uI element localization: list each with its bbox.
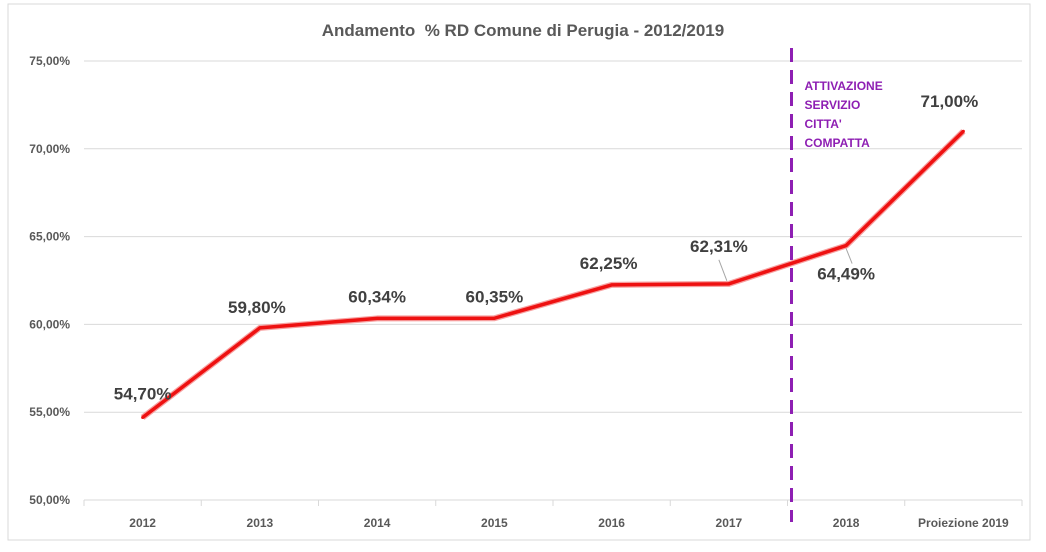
x-tick-label: 2018: [833, 516, 860, 530]
data-label: 62,31%: [690, 237, 748, 256]
data-label: 60,35%: [466, 287, 524, 306]
chart-title: Andamento % RD Comune di Perugia - 2012/…: [322, 21, 724, 40]
data-point: [375, 316, 379, 320]
y-tick-label: 55,00%: [29, 405, 70, 419]
annotation-text: ATTIVAZIONE: [805, 79, 883, 93]
x-tick-label: 2017: [716, 516, 743, 530]
data-point: [727, 282, 731, 286]
series-line: [141, 129, 965, 419]
leader-line: [718, 259, 728, 282]
x-tick-label: 2016: [598, 516, 625, 530]
data-label: 59,80%: [228, 298, 286, 317]
x-tick-label: 2013: [247, 516, 274, 530]
data-point: [492, 316, 496, 320]
data-point: [610, 283, 614, 287]
data-label: 71,00%: [921, 92, 979, 111]
y-tick-label: 75,00%: [29, 54, 70, 68]
data-label: 60,34%: [348, 287, 406, 306]
annotation-text: CITTA': [805, 117, 842, 131]
data-label: 54,70%: [114, 384, 172, 403]
data-label: 64,49%: [817, 265, 875, 284]
data-point: [844, 244, 848, 248]
x-tick-label: 2014: [364, 516, 391, 530]
data-point: [961, 129, 965, 133]
data-point: [258, 326, 262, 330]
data-point: [141, 415, 145, 419]
annotation-text: SERVIZIO: [805, 98, 861, 112]
x-tick-label: Proiezione 2019: [918, 516, 1009, 530]
y-tick-label: 70,00%: [29, 142, 70, 156]
x-tick-label: 2012: [129, 516, 156, 530]
data-label: 62,25%: [580, 254, 638, 273]
y-tick-label: 65,00%: [29, 230, 70, 244]
chart-frame: [7, 3, 1031, 541]
leader-line: [845, 248, 853, 264]
y-tick-label: 50,00%: [29, 493, 70, 507]
annotation-text: COMPATTA: [805, 136, 871, 150]
y-tick-label: 60,00%: [29, 317, 70, 331]
x-tick-label: 2015: [481, 516, 508, 530]
